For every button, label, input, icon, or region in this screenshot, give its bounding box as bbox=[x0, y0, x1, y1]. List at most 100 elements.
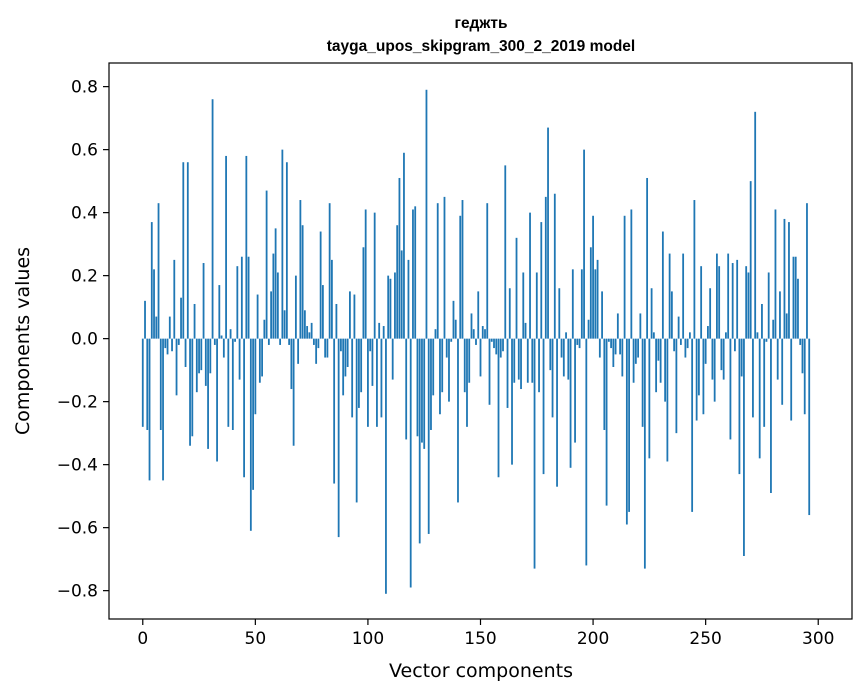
bar bbox=[668, 253, 671, 339]
bar bbox=[457, 338, 459, 503]
y-tick-label: 0.0 bbox=[71, 330, 98, 350]
bar bbox=[547, 127, 549, 339]
bar bbox=[743, 338, 745, 556]
bar-series bbox=[141, 89, 811, 594]
bar bbox=[265, 190, 268, 339]
bar bbox=[713, 338, 716, 402]
bar bbox=[558, 288, 561, 339]
bar bbox=[797, 278, 799, 339]
bar bbox=[502, 338, 504, 352]
bar bbox=[664, 338, 667, 402]
bar bbox=[463, 338, 466, 393]
bar bbox=[466, 338, 468, 427]
bar bbox=[321, 285, 324, 339]
bar bbox=[508, 288, 511, 339]
bar bbox=[200, 338, 203, 371]
bar bbox=[184, 338, 187, 367]
bar bbox=[364, 209, 367, 339]
bar bbox=[459, 215, 462, 339]
bar bbox=[560, 338, 563, 358]
y-axis: −0.8 −0.6 −0.4 −0.2 0.0 0.2 0.4 0.6 0.8 bbox=[57, 78, 109, 602]
bar bbox=[803, 338, 806, 415]
bar bbox=[655, 338, 658, 393]
y-tick-label: 0.4 bbox=[71, 204, 98, 224]
bar bbox=[625, 338, 628, 525]
bar bbox=[195, 338, 198, 393]
bar bbox=[389, 278, 392, 339]
bar bbox=[297, 338, 300, 364]
bar bbox=[630, 209, 633, 339]
bar bbox=[693, 200, 696, 339]
bar bbox=[312, 338, 315, 345]
bar bbox=[294, 275, 297, 339]
y-tick-label: −0.4 bbox=[57, 456, 98, 476]
bar bbox=[524, 322, 527, 339]
bar bbox=[646, 177, 649, 339]
bar bbox=[488, 338, 491, 405]
bar bbox=[240, 256, 243, 339]
bar bbox=[745, 266, 748, 339]
bar bbox=[380, 338, 383, 418]
bar bbox=[247, 256, 250, 339]
bar bbox=[443, 196, 446, 339]
y-tick-label: −0.8 bbox=[57, 582, 98, 602]
bar bbox=[511, 338, 513, 465]
bar bbox=[331, 259, 333, 339]
bar bbox=[634, 338, 637, 364]
bar bbox=[785, 313, 788, 339]
bar bbox=[675, 338, 678, 434]
bar bbox=[220, 335, 223, 339]
bar bbox=[587, 319, 590, 339]
bar bbox=[698, 338, 700, 396]
bar bbox=[513, 338, 516, 383]
bar bbox=[157, 203, 160, 339]
bar bbox=[752, 338, 754, 418]
bar bbox=[256, 294, 259, 339]
bar bbox=[234, 338, 236, 342]
bar bbox=[601, 291, 603, 339]
bar bbox=[249, 338, 252, 531]
bar bbox=[245, 155, 248, 339]
bar bbox=[337, 338, 340, 538]
bar bbox=[378, 322, 381, 339]
bar bbox=[571, 269, 574, 339]
bar bbox=[565, 332, 567, 339]
bar bbox=[394, 272, 396, 339]
bar bbox=[499, 338, 502, 358]
bar bbox=[605, 338, 608, 506]
bar bbox=[614, 338, 617, 355]
bar bbox=[198, 338, 200, 374]
bar bbox=[792, 256, 795, 339]
bar bbox=[677, 316, 680, 339]
x-tick-label: 200 bbox=[577, 629, 609, 649]
x-tick-label: 100 bbox=[352, 629, 384, 649]
bar bbox=[790, 338, 793, 421]
bar bbox=[263, 319, 266, 339]
bar bbox=[666, 338, 669, 462]
bar bbox=[679, 338, 682, 345]
bar bbox=[783, 218, 786, 339]
bar bbox=[342, 338, 345, 396]
bar bbox=[416, 338, 419, 437]
bar bbox=[720, 338, 723, 371]
bar bbox=[391, 338, 394, 380]
bar bbox=[333, 338, 336, 484]
bar bbox=[369, 338, 372, 352]
bar bbox=[236, 266, 239, 339]
bar bbox=[141, 338, 144, 427]
bar bbox=[177, 338, 180, 345]
bar bbox=[621, 338, 624, 377]
bar bbox=[427, 338, 430, 534]
bar bbox=[146, 338, 149, 430]
bar bbox=[506, 338, 509, 408]
bar bbox=[182, 162, 185, 339]
bar bbox=[166, 338, 169, 355]
bar bbox=[725, 332, 727, 339]
bar bbox=[569, 338, 572, 468]
bar bbox=[398, 177, 401, 339]
bar bbox=[270, 291, 273, 339]
bar bbox=[738, 338, 741, 475]
bar bbox=[495, 338, 498, 355]
bar bbox=[657, 338, 660, 361]
bar bbox=[776, 338, 779, 380]
